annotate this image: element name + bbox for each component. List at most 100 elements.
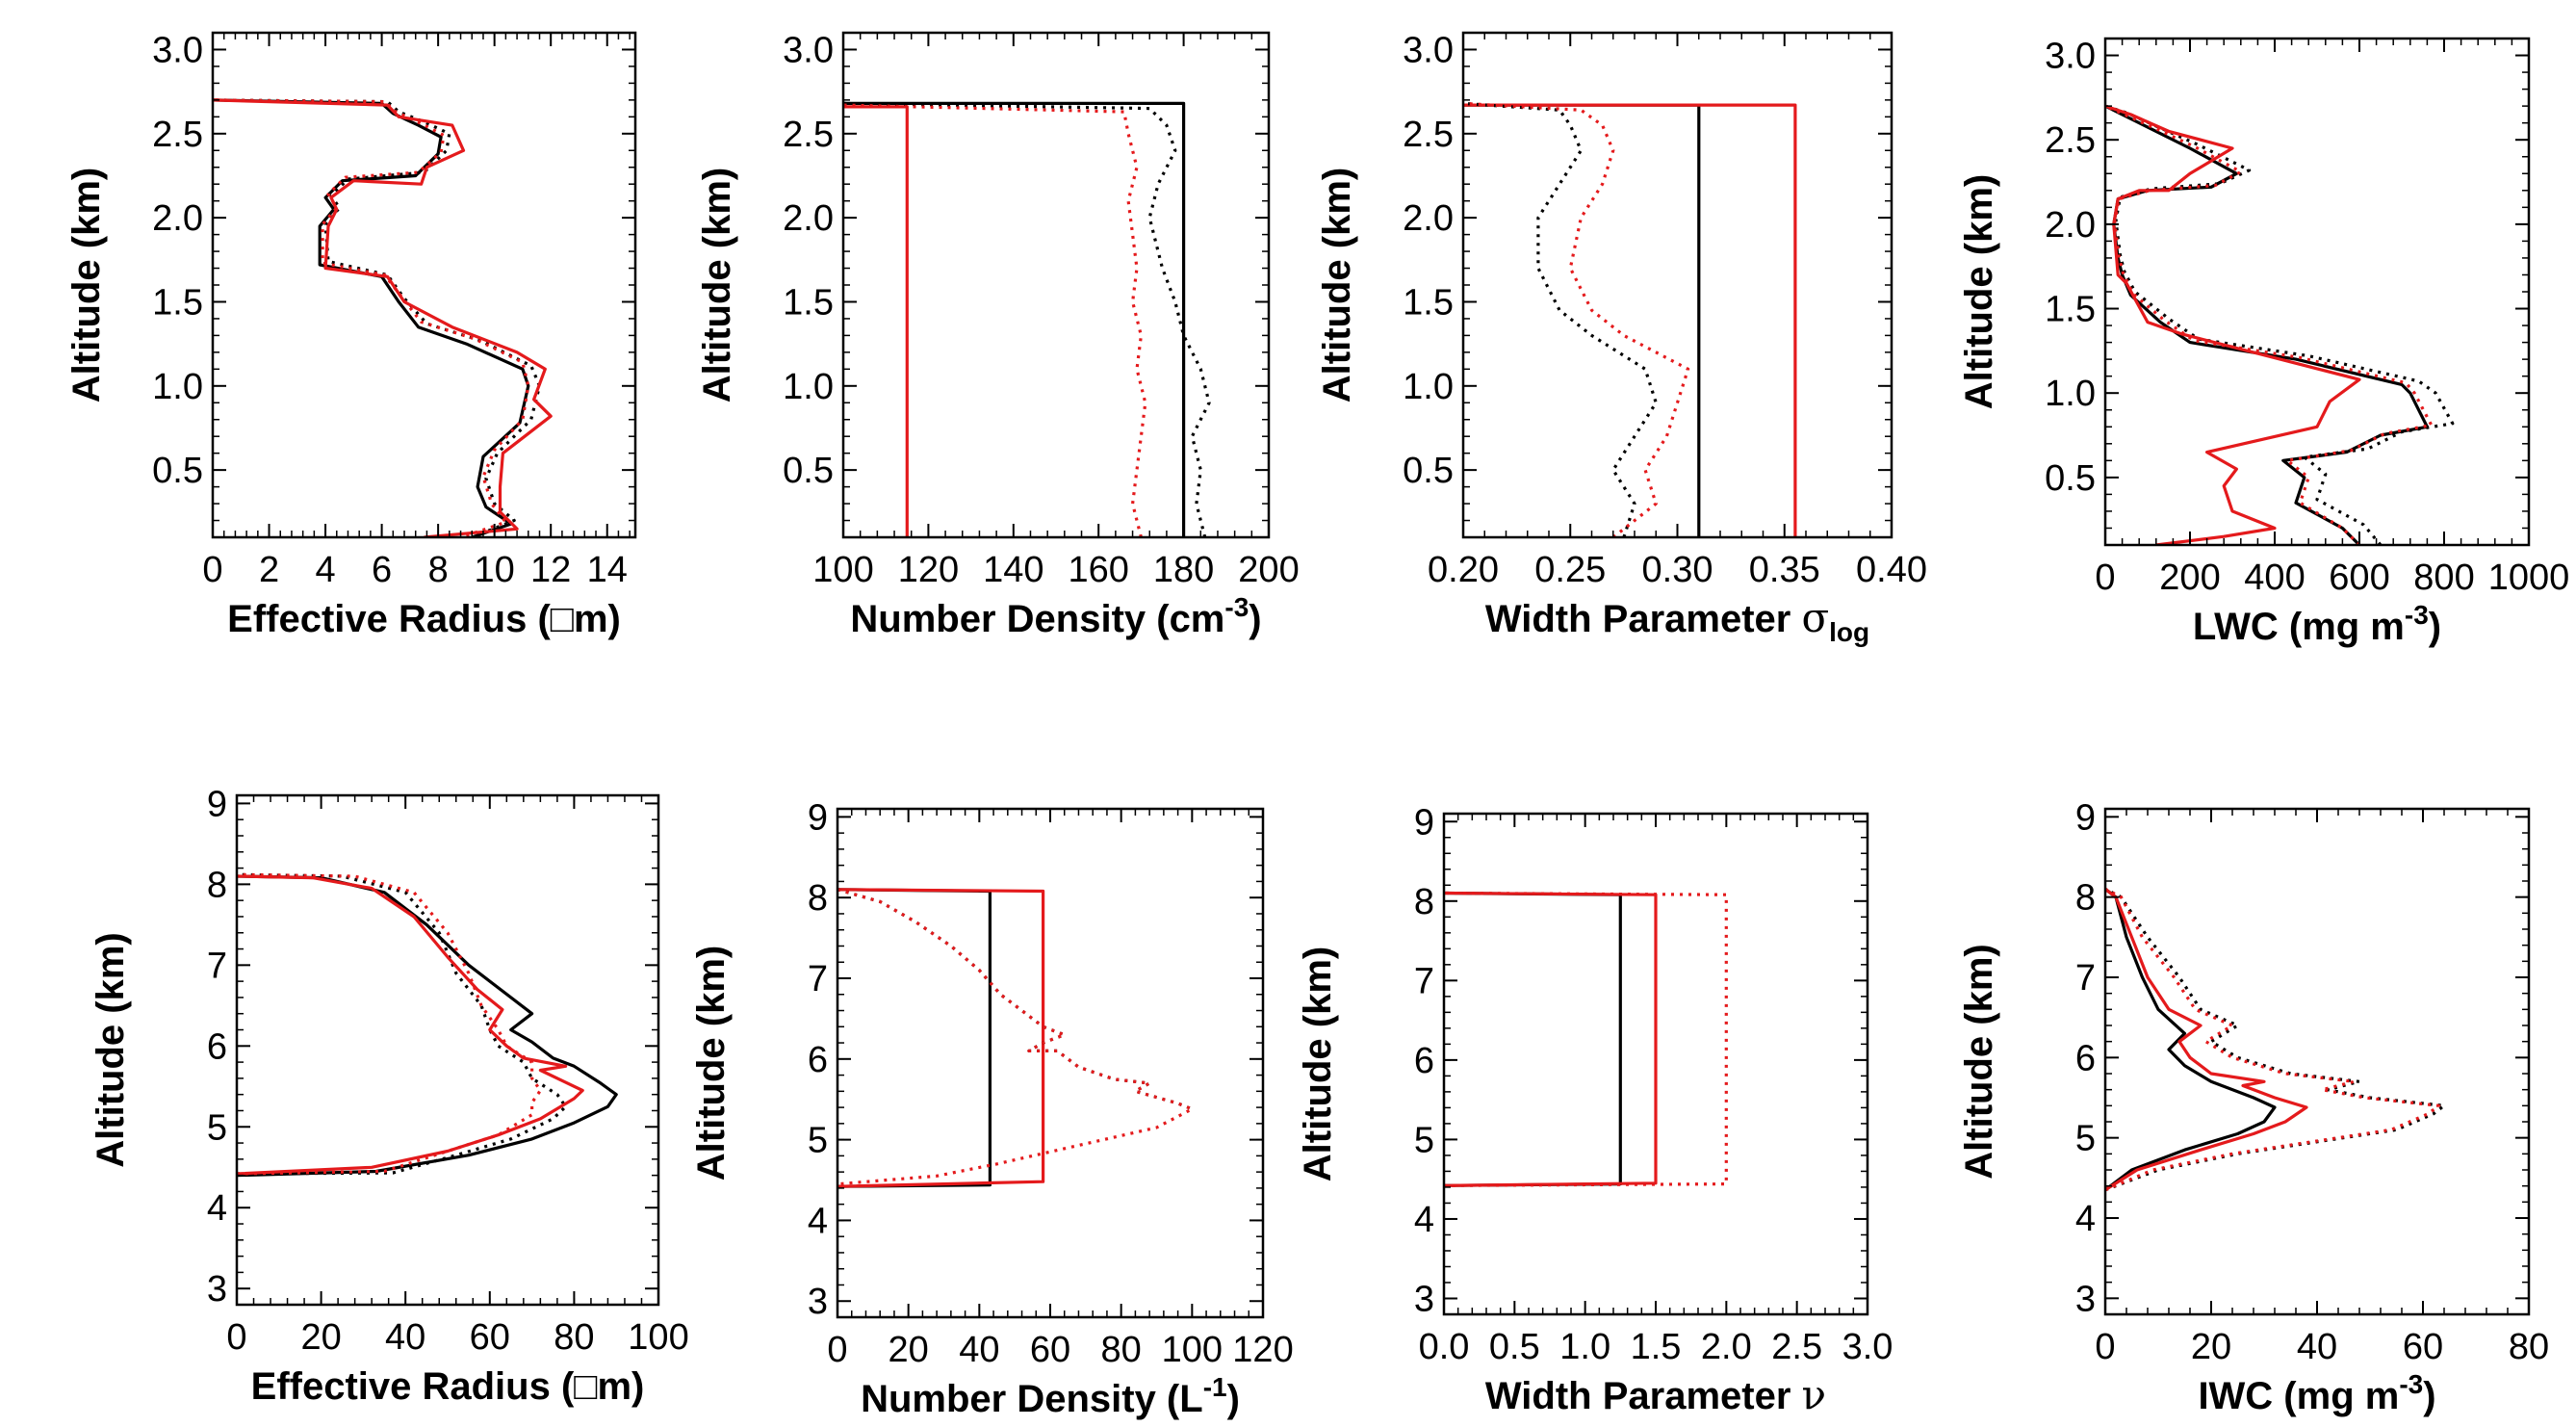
- plot-frame: [1461, 31, 1893, 539]
- x-axis-label-symbol: ν: [1802, 1371, 1827, 1418]
- y-tick-label: 7: [1414, 961, 1434, 1001]
- x-tick-label: 12: [530, 550, 571, 590]
- y-tick-label: 6: [808, 1040, 828, 1080]
- x-tick-label: 40: [959, 1330, 999, 1370]
- x-tick-label: 120: [898, 550, 959, 590]
- x-axis-label-text: Width Parameter: [1485, 598, 1802, 640]
- y-axis-label: Altitude (km): [1958, 174, 2000, 409]
- y-tick-label: 3: [808, 1282, 828, 1322]
- x-axis-label: Width Parameter σlog: [1485, 594, 1869, 647]
- series-line-4: [843, 103, 1147, 537]
- x-tick-label: 0.40: [1856, 550, 1927, 590]
- x-tick-label: 60: [470, 1317, 510, 1358]
- y-tick-label: 4: [207, 1188, 227, 1229]
- y-tick-label: 3.0: [2045, 37, 2096, 77]
- y-tick-label: 5: [207, 1107, 227, 1148]
- plot-frame: [2103, 37, 2531, 547]
- series-line-1: [1463, 103, 1701, 537]
- y-tick-label: 3.0: [1403, 30, 1454, 70]
- panel-4: 0 200 400 600 800 1000 0.5 1.0 1.5 2.0 2.5 3.0 Altit…: [1958, 37, 2569, 648]
- x-tick-label: 1000: [2488, 558, 2570, 598]
- y-tick-label: 1.5: [1403, 282, 1454, 323]
- y-tick-label: 2.5: [783, 115, 834, 155]
- x-tick-label: 60: [2403, 1327, 2443, 1367]
- y-tick-label: 4: [2075, 1199, 2096, 1239]
- x-tick-label: 180: [1153, 550, 1214, 590]
- y-tick-label: 5: [1414, 1120, 1434, 1160]
- series-line-3: [837, 888, 1193, 1111]
- x-tick-label: 0.20: [1428, 550, 1499, 590]
- x-axis-label-superscript: -3: [2399, 1369, 2423, 1399]
- x-tick-label: 100: [812, 550, 873, 590]
- y-tick-label: 3: [1414, 1279, 1434, 1319]
- x-tick-label: 200: [1238, 550, 1299, 590]
- panel-7: 0.0 0.5 1.0 1.5 2.0 2.5 3.0 3 4 5 6 7 8 9 Altitude (km…: [1297, 802, 1893, 1418]
- x-axis-label-tail: ): [1227, 1378, 1240, 1420]
- y-axis-label: Altitude (km): [696, 168, 738, 402]
- x-tick-label: 800: [2413, 558, 2474, 598]
- x-axis-label-tail: ): [1249, 598, 1261, 640]
- y-tick-label: 1.5: [2045, 290, 2096, 330]
- x-tick-label: 0: [202, 550, 222, 590]
- y-tick-label: 6: [207, 1026, 227, 1067]
- y-tick-label: 8: [2075, 878, 2096, 919]
- y-tick-label: 2.0: [152, 198, 203, 239]
- x-tick-label: 20: [2191, 1327, 2231, 1367]
- y-axis-label: Altitude (km): [1958, 944, 2000, 1179]
- x-tick-label: 2.5: [1771, 1327, 1822, 1367]
- y-tick-label: 9: [2075, 797, 2096, 838]
- y-tick-label: 0.5: [2045, 458, 2096, 499]
- x-tick-label: 120: [1232, 1330, 1293, 1370]
- plot-frame: [836, 807, 1265, 1319]
- x-axis-label-tail: ): [2423, 1375, 2435, 1417]
- panel-2: 100 120 140 160 180 200 0.5 1.0 1.5 2.0 2.5 3.0 Alti…: [696, 30, 1300, 640]
- panel-8: 0 20 40 60 80 3 4 5 6 7 8 9 Altitude (km) IWC (mg m-3…: [1958, 797, 2549, 1417]
- x-tick-label: 100: [1162, 1330, 1223, 1370]
- x-tick-label: 3.0: [1842, 1327, 1893, 1367]
- y-tick-label: 9: [207, 784, 227, 824]
- y-tick-label: 2.5: [152, 115, 203, 155]
- x-tick-label: 40: [2297, 1327, 2337, 1367]
- panel-3: 0.20 0.25 0.30 0.35 0.40 0.5 1.0 1.5 2.0 2.5 3.0 Al…: [1316, 30, 1927, 647]
- x-axis-label-subscript: log: [1829, 617, 1869, 647]
- x-tick-label: 1.5: [1631, 1327, 1682, 1367]
- x-tick-label: 60: [1030, 1330, 1070, 1370]
- x-axis-label-symbol: σ: [1801, 594, 1829, 641]
- series-line-2: [1463, 103, 1797, 537]
- series-line-1: [843, 101, 1186, 537]
- y-tick-label: 4: [808, 1201, 828, 1241]
- y-tick-label: 7: [808, 959, 828, 999]
- x-axis-label-text: Number Density (cm: [850, 598, 1224, 640]
- x-axis-label: Width Parameter ν: [1485, 1371, 1826, 1418]
- x-axis-label-text: LWC (mg m: [2193, 606, 2405, 648]
- x-tick-label: 10: [475, 550, 515, 590]
- series-line-2: [1444, 891, 1658, 1187]
- y-tick-label: 5: [808, 1121, 828, 1161]
- x-tick-label: 80: [554, 1317, 594, 1358]
- y-tick-label: 7: [207, 946, 227, 986]
- y-tick-label: 0.5: [152, 451, 203, 491]
- x-tick-label: 0.30: [1642, 550, 1713, 590]
- y-tick-label: 2.0: [1403, 198, 1454, 239]
- x-tick-label: 14: [587, 550, 628, 590]
- x-tick-label: 100: [628, 1317, 688, 1358]
- y-tick-label: 9: [808, 797, 828, 838]
- x-axis-label-text: Width Parameter: [1485, 1375, 1802, 1417]
- x-tick-label: 6: [372, 550, 392, 590]
- x-tick-label: 400: [2244, 558, 2305, 598]
- x-tick-label: 0: [827, 1330, 847, 1370]
- x-axis-label-superscript: -3: [1224, 592, 1249, 622]
- x-axis-label-superscript: -1: [1203, 1372, 1227, 1402]
- series-line-1: [2105, 888, 2277, 1192]
- series-line-1: [213, 98, 530, 537]
- y-tick-label: 7: [2075, 958, 2096, 999]
- x-tick-label: 2.0: [1701, 1327, 1752, 1367]
- x-tick-label: 600: [2329, 558, 2389, 598]
- series-line-1: [2105, 104, 2429, 545]
- y-tick-label: 1.0: [1403, 367, 1454, 407]
- plot-frame: [211, 31, 637, 539]
- panel-5: 0 20 40 60 80 100 3 4 5 6 7 8 9 Altitude (km) Effectiv…: [90, 784, 689, 1408]
- y-axis-label: Altitude (km): [1316, 168, 1358, 402]
- y-tick-label: 8: [1414, 882, 1434, 922]
- series-line-4: [837, 888, 1194, 1186]
